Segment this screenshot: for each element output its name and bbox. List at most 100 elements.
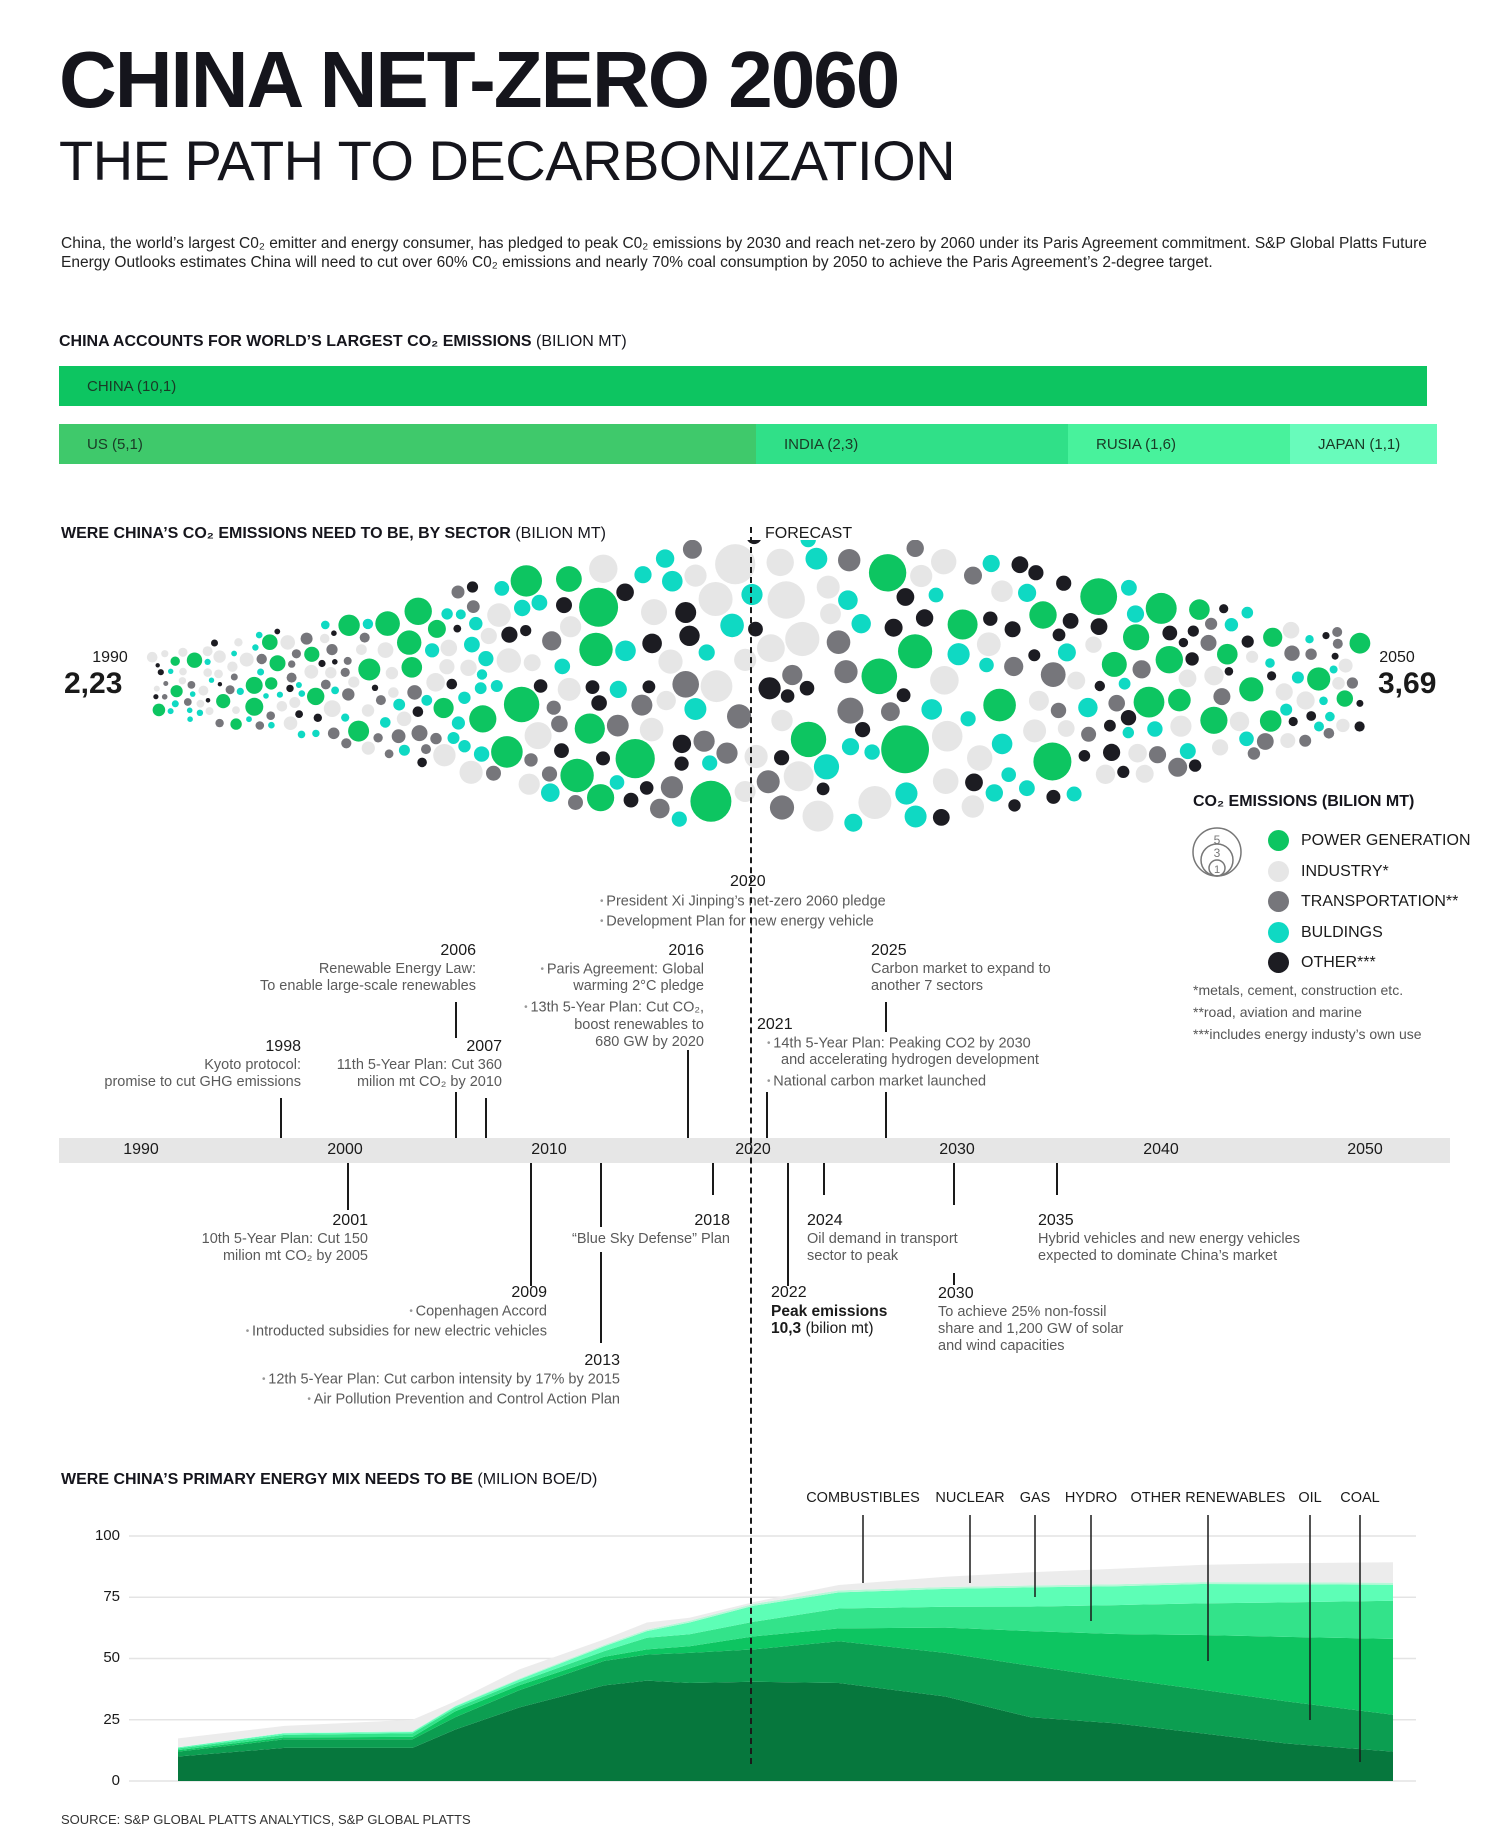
event-item: Copenhagen Accord <box>246 1303 547 1320</box>
bubble-other <box>1185 652 1199 666</box>
bubble-industry <box>641 599 667 626</box>
event-1998: 1998 Kyoto protocol: promise to cut GHG … <box>104 1038 301 1091</box>
legend-label: POWER GENERATION <box>1301 831 1471 849</box>
event-2021: 2021 14th 5-Year Plan: Peaking CO2 by 20… <box>757 1016 1039 1091</box>
bubble-other <box>1028 565 1044 581</box>
bubble-power <box>1033 742 1072 781</box>
bubble-industry <box>496 648 521 673</box>
bubble-buildings <box>458 691 471 704</box>
event-year: 2025 <box>871 942 907 959</box>
label-coal: COAL <box>1340 1490 1380 1506</box>
event-2013-line <box>600 1252 602 1343</box>
bubble-other <box>332 659 338 665</box>
bubble-buildings <box>393 698 406 711</box>
bubble-buildings <box>490 680 503 692</box>
bubble-transportation <box>1284 645 1300 661</box>
y-tick: 75 <box>103 1588 120 1605</box>
bubble-other <box>205 698 211 703</box>
bubble-industry <box>656 690 676 711</box>
event-text: warming 2°C pledge <box>573 978 704 995</box>
bubble-transportation <box>1200 634 1217 651</box>
bubble-industry <box>146 651 158 663</box>
bubble-transportation <box>373 733 383 743</box>
bubble-power <box>186 652 203 668</box>
bubble-buildings <box>1241 606 1254 619</box>
bubble-industry <box>1336 718 1350 733</box>
bubble-industry <box>734 781 756 802</box>
legend-transportation: TRANSPORTATION** <box>1268 891 1458 912</box>
event-2006: 2006 Renewable Energy Law: To enable lar… <box>260 942 476 995</box>
bubble-transportation <box>1299 734 1312 747</box>
bubble-industry <box>1275 683 1293 701</box>
bubble-other <box>313 713 322 722</box>
bubble-other <box>1090 618 1108 635</box>
bubble-other <box>501 626 518 643</box>
bubble-buildings <box>514 599 531 617</box>
bubble-transportation <box>1213 688 1231 706</box>
event-year: 2009 <box>511 1284 547 1301</box>
bubble-industry <box>1204 666 1224 686</box>
legend-label: TRANSPORTATION** <box>1301 892 1459 910</box>
bubble-transportation <box>881 702 900 722</box>
bubble-transportation <box>1332 638 1343 649</box>
bar-label: RUSIA (1,6) <box>1096 435 1177 453</box>
bubble-industry <box>356 644 367 655</box>
event-2018: 2018 “Blue Sky Defense” Plan <box>572 1212 730 1248</box>
bubble-industry <box>377 642 394 658</box>
bubble-industry <box>1128 743 1147 763</box>
bubble-buildings <box>464 636 480 653</box>
bubble-transportation <box>1040 662 1066 687</box>
event-2016-line <box>687 1050 689 1138</box>
bubble-buildings <box>257 668 265 676</box>
bubble-industry <box>196 699 205 708</box>
event-2030: 2030 To achieve 25% non-fossil share and… <box>938 1285 1123 1355</box>
buildings-dot-icon <box>1268 922 1289 943</box>
event-2024-line <box>823 1163 825 1195</box>
event-year: 1998 <box>265 1038 301 1055</box>
event-text: 10th 5-Year Plan: Cut 150 <box>201 1231 368 1247</box>
bubble-industry <box>1057 720 1075 737</box>
bubble-transportation <box>1305 648 1317 660</box>
event-2006-line <box>455 1002 457 1038</box>
bubble-transportation <box>430 732 442 745</box>
event-2009: 2009 Copenhagen Accord Introducted subsi… <box>246 1284 547 1341</box>
bubble-power <box>1239 677 1264 702</box>
size-1: 1 <box>1214 864 1220 876</box>
bubble-transportation <box>225 685 235 695</box>
bubble-other <box>1062 613 1079 629</box>
event-item: Paris Agreement: Global <box>524 961 704 978</box>
bubble-industry <box>785 621 820 657</box>
event-year: 2013 <box>584 1352 620 1369</box>
bubble-other <box>153 694 159 700</box>
bubble-industry <box>1170 715 1192 737</box>
bubble-power <box>1080 578 1118 615</box>
bubble-buildings <box>298 690 306 697</box>
bubble-transportation <box>837 697 864 724</box>
event-text: Kyoto protocol: <box>204 1057 301 1073</box>
bubble-buildings <box>276 691 283 698</box>
bubble-transportation <box>300 632 313 645</box>
bubble-power <box>574 713 605 744</box>
transportation-dot-icon <box>1268 891 1289 912</box>
bubble-power <box>375 611 400 636</box>
bubble-industry <box>361 704 375 717</box>
bubble-other <box>1331 652 1339 660</box>
bubble-industry <box>1085 636 1102 653</box>
bubble-transportation <box>606 714 629 737</box>
bubble-industry <box>239 652 254 667</box>
event-year: 2016 <box>668 942 704 959</box>
bubble-power <box>269 655 286 672</box>
bubble-transportation <box>486 765 501 781</box>
bubble-power <box>1263 627 1283 647</box>
bubble-industry <box>202 646 213 657</box>
event-2013: 2013 12th 5-Year Plan: Cut carbon intens… <box>262 1352 620 1409</box>
bubble-industry <box>802 800 834 832</box>
bubble-other <box>1187 625 1199 637</box>
bubble-buildings <box>655 549 675 568</box>
bar-india: INDIA (2,3) <box>756 424 1068 464</box>
legend-power: POWER GENERATION <box>1268 830 1471 851</box>
axis-year: 2040 <box>1143 1141 1179 1158</box>
bubble-industry <box>1067 671 1086 690</box>
bubble-transportation <box>163 681 169 686</box>
event-2024: 2024 Oil demand in transport sector to p… <box>807 1212 958 1265</box>
